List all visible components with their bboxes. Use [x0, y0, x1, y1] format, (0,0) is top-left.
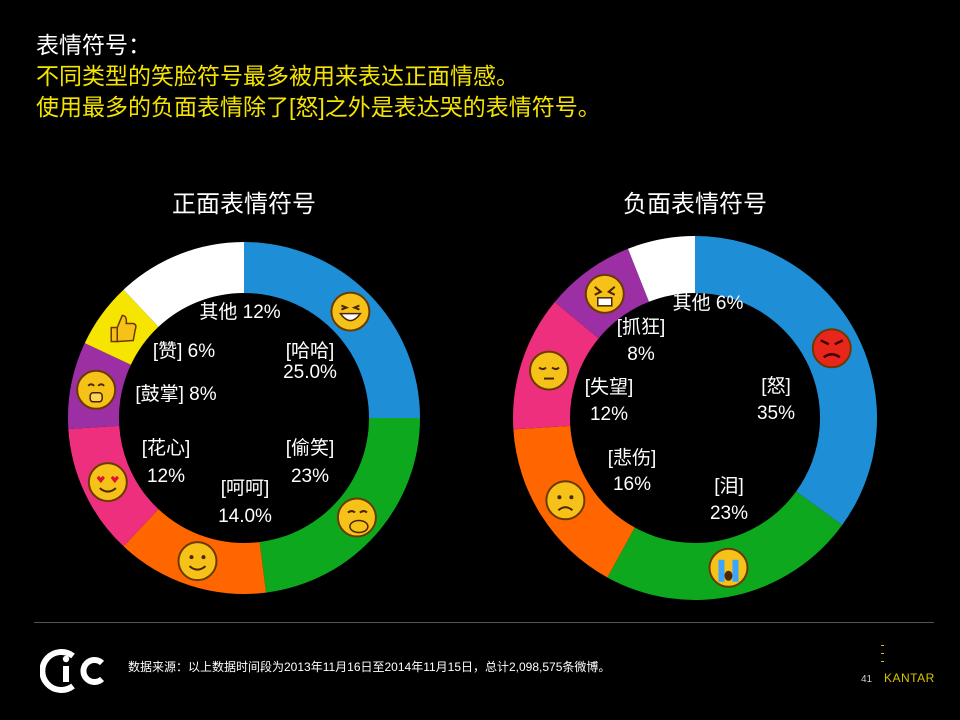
- donut-slice: [607, 491, 843, 600]
- brand-dots: [881, 645, 884, 669]
- page-number: 41: [861, 674, 873, 685]
- header-line-2: 不同类型的笑脸符号最多被用来表达正面情感。: [36, 63, 519, 89]
- thumbs-up-icon: [110, 314, 137, 343]
- slice-value-label: 23%: [710, 503, 748, 524]
- slice-label: 其他 12%: [199, 301, 280, 323]
- header-line-1: 表情符号：: [36, 32, 151, 58]
- slice-label: [怒]: [761, 375, 791, 397]
- snickering-face-icon: [336, 497, 377, 538]
- donut-slice: [628, 236, 695, 302]
- frantic-face-icon: [584, 273, 625, 314]
- header-line-3: 使用最多的负面表情除了[怒]之外是表达哭的表情符号。: [36, 94, 601, 120]
- crying-face-icon: [708, 547, 749, 588]
- angry-face-icon: [811, 328, 852, 369]
- slice-label: [泪]: [714, 475, 744, 497]
- slice-value-label: 14.0%: [218, 506, 272, 527]
- disappointed-face-icon: [529, 350, 570, 391]
- cic-logo: [40, 649, 105, 693]
- slice-label: [抓狂]: [617, 316, 666, 338]
- clapping-face-icon: [76, 369, 117, 410]
- donut-chart-2: 负面表情符号 [怒] 35% [泪] 23% [悲伤] 16% [失望] 12% [抓狂] 8% 其他…: [513, 191, 877, 600]
- brand-name: KANTAR: [884, 671, 935, 685]
- slice-value-label: 12%: [590, 404, 628, 425]
- donut-slice: [259, 418, 420, 593]
- chart-title: 正面表情符号: [172, 191, 316, 218]
- slice-label: [悲伤]: [608, 447, 657, 469]
- footer-divider: [34, 622, 934, 623]
- slice-label: 其他 6%: [673, 292, 744, 314]
- slice-label: [失望]: [585, 376, 634, 398]
- heart-eyes-face-icon: [87, 462, 128, 503]
- slice-label: [鼓掌] 8%: [135, 383, 216, 405]
- sad-face-icon: [545, 480, 586, 521]
- header: 表情符号： 不同类型的笑脸符号最多被用来表达正面情感。 使用最多的负面表情除了[…: [36, 30, 601, 123]
- slice-label: [花心]: [142, 437, 191, 459]
- slice-label: [偷笑]: [286, 437, 335, 459]
- donut-chart-1: 正面表情符号 [哈哈]25.0% [偷笑] 23% [呵呵] 14.0% [花心] 12% [鼓…: [68, 191, 420, 594]
- laughing-face-icon: [330, 291, 371, 332]
- slice-value-label: 12%: [147, 466, 185, 487]
- slice-label: [赞] 6%: [153, 340, 215, 362]
- slice-value-label: 8%: [627, 344, 655, 365]
- slice-value-label: 23%: [291, 466, 329, 487]
- data-source-note: 数据来源：以上数据时间段为2013年11月16日至2014年11月15日，总计2…: [128, 660, 611, 674]
- slice-value-label: 35%: [757, 403, 795, 424]
- smiling-face-icon: [177, 541, 218, 582]
- slice-label: [哈哈]: [286, 340, 335, 362]
- chart-title: 负面表情符号: [623, 191, 767, 218]
- donut-charts: 正面表情符号 [哈哈]25.0% [偷笑] 23% [呵呵] 14.0% [花心] 12% [鼓…: [68, 191, 877, 600]
- donut-slice: [695, 236, 877, 525]
- donut-slice: [123, 242, 244, 327]
- slice-value-label: 16%: [613, 474, 651, 495]
- slice-label: [呵呵]: [221, 478, 270, 499]
- slice-value-label: 25.0%: [283, 362, 337, 383]
- donut-slice: [244, 242, 420, 418]
